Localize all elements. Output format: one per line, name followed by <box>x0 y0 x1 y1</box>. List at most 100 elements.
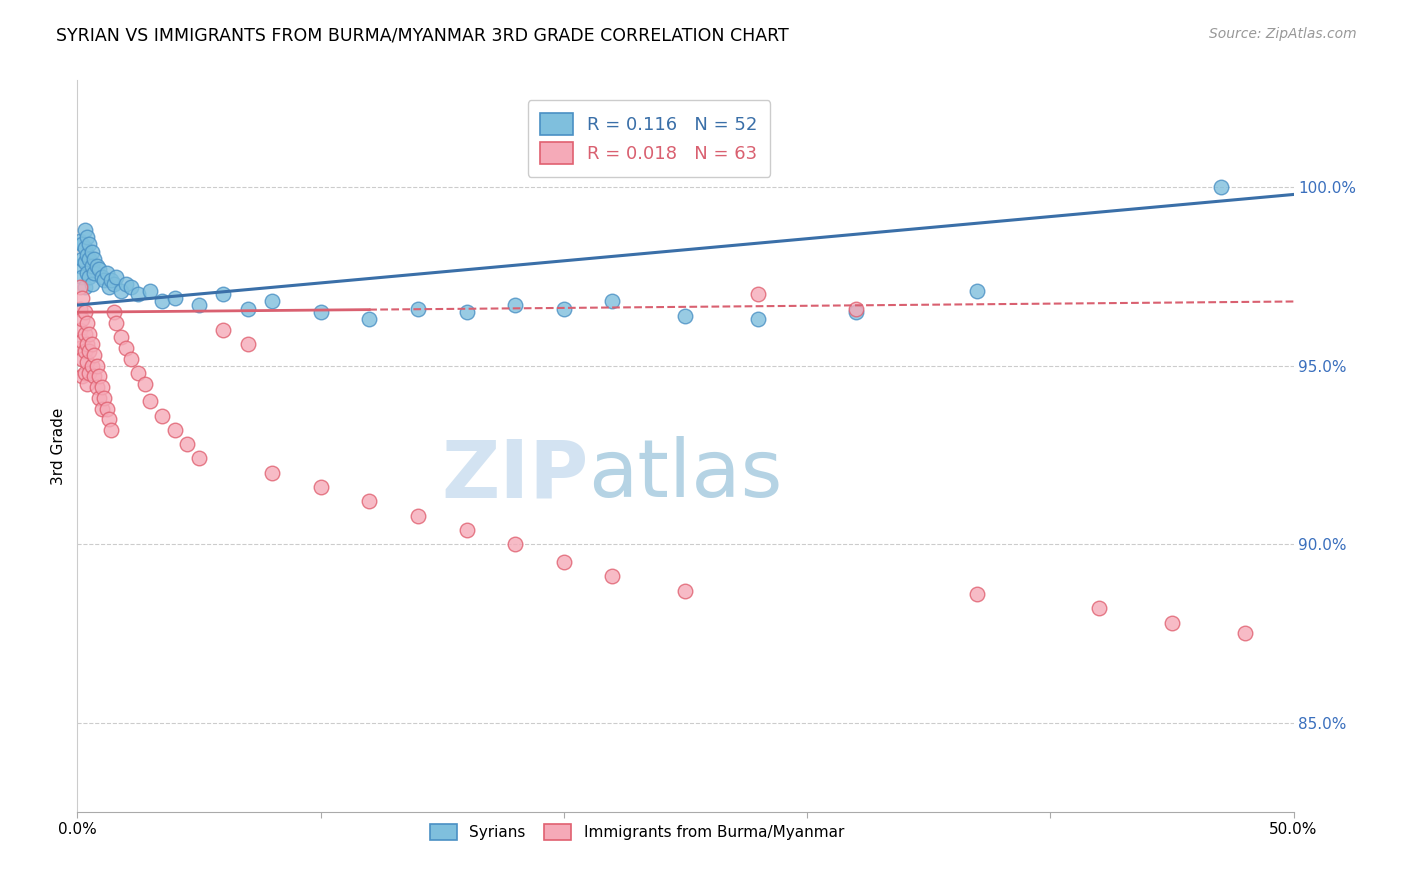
Point <box>456 305 478 319</box>
Point <box>76 266 98 280</box>
Point <box>503 537 526 551</box>
Point <box>70 237 93 252</box>
Point <box>86 380 108 394</box>
Point <box>260 466 283 480</box>
Point <box>69 234 91 248</box>
Point <box>212 323 235 337</box>
Point <box>1088 601 1111 615</box>
Legend: Syrians, Immigrants from Burma/Myanmar: Syrians, Immigrants from Burma/Myanmar <box>422 817 852 848</box>
Point <box>69 341 91 355</box>
Text: Source: ZipAtlas.com: Source: ZipAtlas.com <box>1209 27 1357 41</box>
Point <box>1233 626 1256 640</box>
Point <box>120 280 142 294</box>
Point <box>602 569 624 583</box>
Point <box>76 316 98 330</box>
Point <box>100 273 122 287</box>
Point <box>89 369 111 384</box>
Point <box>406 508 429 523</box>
Point <box>93 273 115 287</box>
Point <box>69 323 91 337</box>
Point <box>105 269 128 284</box>
Point <box>747 312 769 326</box>
Point <box>553 555 575 569</box>
Point <box>503 298 526 312</box>
Point <box>79 344 101 359</box>
Point <box>1209 180 1232 194</box>
Point <box>139 394 162 409</box>
Point <box>83 348 105 362</box>
Point <box>747 287 769 301</box>
Point <box>97 412 120 426</box>
Point <box>69 280 91 294</box>
Point <box>76 337 98 351</box>
Point <box>675 309 697 323</box>
Point <box>76 230 98 244</box>
Point <box>212 287 235 301</box>
Point <box>69 301 91 316</box>
Y-axis label: 3rd Grade: 3rd Grade <box>51 408 66 484</box>
Point <box>70 334 93 348</box>
Point <box>103 277 125 291</box>
Point <box>100 423 122 437</box>
Point <box>966 284 988 298</box>
Point <box>236 301 259 316</box>
Point <box>73 255 96 269</box>
Point <box>80 337 103 351</box>
Point <box>1161 615 1184 630</box>
Point <box>73 280 96 294</box>
Text: ZIP: ZIP <box>441 436 588 515</box>
Point <box>456 523 478 537</box>
Point <box>83 369 105 384</box>
Point <box>90 401 112 416</box>
Point <box>163 291 186 305</box>
Point <box>90 269 112 284</box>
Point <box>76 376 98 391</box>
Point <box>90 380 112 394</box>
Point <box>675 583 697 598</box>
Point <box>70 269 93 284</box>
Point <box>93 391 115 405</box>
Point <box>73 241 96 255</box>
Point <box>115 277 138 291</box>
Point <box>602 294 624 309</box>
Text: atlas: atlas <box>588 436 783 515</box>
Point <box>86 359 108 373</box>
Point <box>110 330 132 344</box>
Point <box>96 266 118 280</box>
Point <box>163 423 186 437</box>
Point <box>70 351 93 366</box>
Point <box>105 316 128 330</box>
Point <box>83 252 105 266</box>
Point <box>359 312 381 326</box>
Point <box>76 355 98 369</box>
Point <box>845 305 868 319</box>
Point <box>966 587 988 601</box>
Point <box>309 305 332 319</box>
Point <box>86 259 108 273</box>
Point <box>359 494 381 508</box>
Text: SYRIAN VS IMMIGRANTS FROM BURMA/MYANMAR 3RD GRADE CORRELATION CHART: SYRIAN VS IMMIGRANTS FROM BURMA/MYANMAR … <box>56 27 789 45</box>
Point <box>152 294 174 309</box>
Point <box>79 269 101 284</box>
Point <box>69 259 91 273</box>
Point <box>97 280 120 294</box>
Point <box>83 266 105 280</box>
Point <box>80 244 103 259</box>
Point <box>79 326 101 341</box>
Point <box>139 284 162 298</box>
Point <box>120 351 142 366</box>
Point <box>70 291 93 305</box>
Point <box>70 369 93 384</box>
Point <box>70 312 93 326</box>
Point <box>152 409 174 423</box>
Point <box>134 376 156 391</box>
Point <box>103 305 125 319</box>
Point <box>80 259 103 273</box>
Point <box>73 344 96 359</box>
Point <box>73 305 96 319</box>
Point <box>80 359 103 373</box>
Point <box>70 252 93 266</box>
Point <box>73 366 96 380</box>
Point <box>110 284 132 298</box>
Point <box>845 301 868 316</box>
